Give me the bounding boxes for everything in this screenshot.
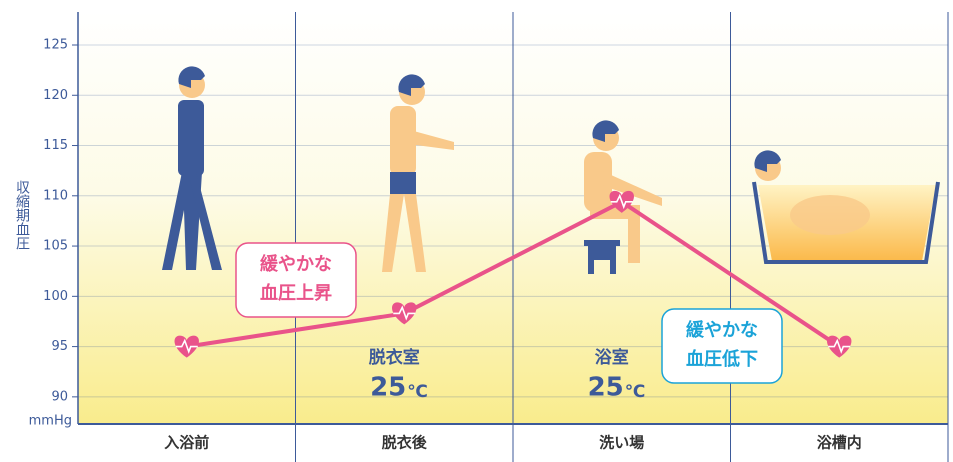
annotation-text: 血圧上昇 [260, 282, 332, 304]
y-tick-label: 115 [43, 138, 68, 153]
y-tick-label: 110 [43, 188, 68, 203]
room-temp-unit: ℃ [407, 382, 428, 402]
room-name: 浴室 [595, 347, 629, 368]
room-temp-unit: ℃ [625, 382, 646, 402]
chart: 収縮期血圧 mmHg 脱衣室25℃浴室25℃緩やかな血圧上昇緩やかな血圧低下 9… [0, 0, 953, 462]
y-tick-label: 95 [51, 339, 68, 354]
y-unit: mmHg [29, 414, 72, 429]
room-name: 脱衣室 [369, 347, 420, 368]
y-tick-label: 100 [43, 289, 68, 304]
y-tick-label: 125 [43, 38, 68, 53]
y-tick-label: 90 [51, 389, 68, 404]
annotation-text: 緩やかな [686, 319, 758, 341]
y-tick-label: 105 [43, 239, 68, 254]
room-temp: 25 [588, 373, 624, 403]
x-tick-label: 脱衣後 [382, 434, 428, 452]
annotation-text: 緩やかな [260, 253, 332, 275]
x-tick-label: 洗い場 [599, 434, 644, 452]
room-temp: 25 [370, 373, 406, 403]
x-tick-label: 入浴前 [164, 434, 209, 452]
x-tick-label: 浴槽内 [817, 434, 862, 452]
y-tick-label: 120 [43, 88, 68, 103]
y-axis-label: 収縮期血圧 [14, 180, 30, 250]
annotation-text: 血圧低下 [686, 348, 758, 370]
